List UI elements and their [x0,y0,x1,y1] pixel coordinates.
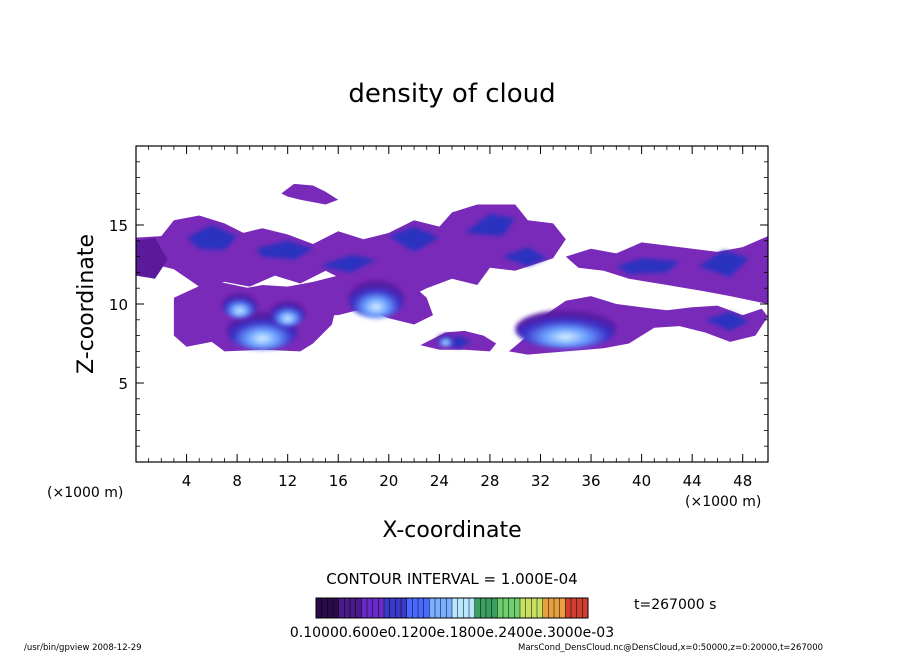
colorbar-segment [429,598,436,618]
cloud-cell-small [436,334,455,347]
colorbar-segment [355,598,362,618]
cloud-upper-band [136,204,566,301]
x-tick-label-24: 24 [430,472,449,490]
colorbar-segment [503,598,510,618]
colorbar-segment [350,598,357,618]
colorbar-segment [474,598,481,618]
x-tick-label-40: 40 [632,472,651,490]
footer-right: MarsCond_DensCloud.nc@DensCloud,x=0:5000… [518,643,823,653]
colorbar-segment [531,598,538,618]
colorbar-segment [486,598,493,618]
cloud-dense-2 [319,255,377,273]
colorbar-segment [423,598,430,618]
colorbar-segment [497,598,504,618]
chart-title: density of cloud [348,79,555,109]
x-axis-label: X-coordinate [382,518,521,543]
colorbar-segment [548,598,555,618]
colorbar-segment [338,598,345,618]
colorbar-segment [508,598,515,618]
cloud-dense-6 [616,258,680,274]
cloud-left-edge [136,237,168,279]
cloud-cell-left-upper [221,292,258,319]
colorbar-segment [333,598,340,618]
colorbar-segment [491,598,498,618]
cloud-dense-0 [186,225,238,251]
colorbar-segment [395,598,402,618]
colorbar-segment [412,598,419,618]
colorbar-segment [571,598,578,618]
x-tick-label-4: 4 [182,472,192,490]
colorbar-segment [378,598,385,618]
footer-left: /usr/bin/gpview 2008-12-29 [24,643,142,653]
cloud-floating-top [281,183,339,205]
x-tick-label-16: 16 [329,472,348,490]
x-tick-label-12: 12 [278,472,297,490]
x-axis: 4 8 12 16 20 24 28 32 36 40 44 48 [148,146,756,490]
colorbar-segment [576,598,583,618]
colorbar-segment [457,598,464,618]
y-tick-label-5: 5 [118,375,128,393]
contour-interval-label: CONTOUR INTERVAL = 1.000E-04 [326,570,577,588]
cloud-dense-9 [445,335,471,349]
x-tick-label-36: 36 [581,472,600,490]
x-tick-label-32: 32 [531,472,550,490]
colorbar-segment [559,598,566,618]
cloud-dense-7 [698,250,749,278]
cloud-dense-4 [464,213,516,237]
colorbar-segment [469,598,476,618]
colorbar-segment [389,598,396,618]
colorbar-segment [446,598,453,618]
colorbar-segment [372,598,379,618]
colorbar-segment [321,598,328,618]
time-label: t=267000 s [634,597,716,613]
x-tick-label-20: 20 [379,472,398,490]
colorbar [315,598,589,618]
colorbar-segment [384,598,391,618]
colorbar-segment [344,598,351,618]
colorbar-segment [542,598,549,618]
colorbar-segment [582,598,589,618]
colorbar-segment [520,598,527,618]
cloud-layer [136,183,768,355]
x-unit-right: (×1000 m) [685,494,761,510]
cloud-dense-5 [502,247,547,267]
colorbar-segment [554,598,561,618]
colorbar-segment [452,598,459,618]
colorbar-segment [440,598,447,618]
colorbar-segment [367,598,374,618]
colorbar-segment [316,598,323,618]
cloud-cell-right [515,310,617,349]
cloud-cell-center [348,280,404,319]
y-axis-label: Z-coordinate [74,234,99,374]
cloud-dense-3 [388,226,440,252]
colorbar-segment [435,598,442,618]
x-tick-label-48: 48 [733,472,752,490]
y-axis: 5 10 15 [109,161,768,447]
plot-area [136,146,768,462]
x-tick-label-28: 28 [480,472,499,490]
y-tick-label-10: 10 [109,296,128,314]
colorbar-segment [401,598,408,618]
colorbar-segment [480,598,487,618]
colorbar-segment [525,598,532,618]
y-tick-label-15: 15 [109,217,128,235]
colorbar-segment [406,598,413,618]
x-tick-label-8: 8 [232,472,242,490]
colorbar-segment [463,598,470,618]
colorbar-segment [514,598,521,618]
cloud-dense-1 [256,240,313,260]
colorbar-segment [418,598,425,618]
x-unit-left: (×1000 m) [47,485,123,501]
colorbar-frame [315,597,589,619]
colorbar-segment [537,598,544,618]
colorbar-tick-labels: 0.10000.600e0.1200e.1800e.2400e.3000e-03 [290,625,614,641]
colorbar-segment [327,598,334,618]
x-tick-label-44: 44 [683,472,702,490]
colorbar-segment [361,598,368,618]
cloud-cell-left-mid [269,300,306,327]
cloud-dense-8 [704,311,749,331]
colorbar-segment [565,598,572,618]
